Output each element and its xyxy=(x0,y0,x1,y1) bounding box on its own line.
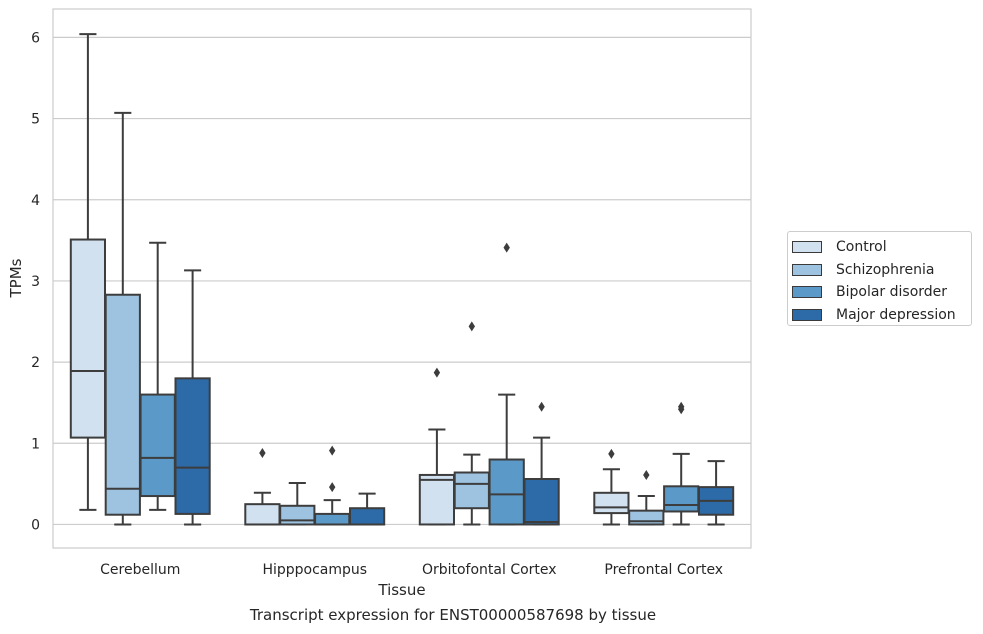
y-tick-label: 6 xyxy=(31,30,40,46)
box-group xyxy=(279,482,316,526)
box xyxy=(139,393,176,498)
x-tick-labels: Cerebellum Hipppocampus Orbitofontal Corte… xyxy=(100,562,723,578)
plot-frame xyxy=(52,8,752,549)
box xyxy=(69,238,107,439)
legend-label: Schizophrenia xyxy=(836,261,935,278)
box xyxy=(314,512,351,526)
box-group xyxy=(174,269,211,526)
box xyxy=(104,293,141,516)
legend-label: Bipolar disorder xyxy=(836,284,948,301)
box-group xyxy=(593,448,630,526)
y-tick-label: 2 xyxy=(31,355,40,371)
box xyxy=(453,471,490,510)
y-tick-label: 0 xyxy=(31,517,40,533)
legend-item: Major depression xyxy=(792,304,971,327)
box-group xyxy=(69,33,107,511)
box-series-layer xyxy=(69,33,735,526)
legend-swatch xyxy=(792,308,822,321)
box-group xyxy=(697,460,735,526)
legend-item: Control xyxy=(792,236,971,259)
box xyxy=(348,507,386,526)
box-group xyxy=(453,321,490,526)
box xyxy=(628,509,665,526)
y-tick-label: 4 xyxy=(31,193,40,209)
box-group xyxy=(488,242,525,526)
legend-swatch xyxy=(792,241,822,254)
y-tick-label: 5 xyxy=(31,112,40,128)
outlier-point xyxy=(503,242,510,253)
x-tick-label: Orbitofontal Cortex xyxy=(422,562,557,578)
legend-label: Major depression xyxy=(836,306,956,323)
legend-swatch xyxy=(792,263,822,276)
box xyxy=(663,485,700,513)
outlier-point xyxy=(608,448,615,459)
y-tick-label: 3 xyxy=(31,274,40,290)
outlier-point xyxy=(329,482,336,493)
legend-item: Bipolar disorder xyxy=(792,281,971,304)
box-group xyxy=(523,401,560,526)
box xyxy=(418,473,456,526)
x-tick-label: Hipppocampus xyxy=(262,562,367,578)
legend-item: Schizophrenia xyxy=(792,259,971,282)
outlier-point xyxy=(259,448,266,459)
legend-label: Control xyxy=(836,239,887,256)
y-axis-title: TPMs xyxy=(7,258,25,298)
x-axis-title: Tissue xyxy=(377,581,425,599)
outlier-point xyxy=(433,367,441,378)
x-tick-label: Cerebellum xyxy=(100,562,180,578)
outlier-point xyxy=(538,401,545,412)
box-group xyxy=(348,492,386,526)
box xyxy=(593,491,630,515)
legend-swatch xyxy=(792,286,822,299)
outlier-point xyxy=(678,401,685,412)
chart-caption: Transcript expression for ENST0000058769… xyxy=(249,606,657,624)
box-group xyxy=(314,445,351,526)
y-tick-labels: 0 1 2 3 4 5 6 xyxy=(31,30,40,533)
box-group xyxy=(104,111,141,526)
box xyxy=(488,458,525,526)
box-group xyxy=(663,401,700,526)
box xyxy=(244,503,281,526)
box xyxy=(523,478,560,526)
box-group xyxy=(418,367,456,526)
y-tick-label: 1 xyxy=(31,436,40,452)
box xyxy=(174,377,211,515)
outlier-point xyxy=(468,321,475,332)
box xyxy=(279,504,316,526)
box-group xyxy=(628,469,665,526)
outlier-point xyxy=(329,445,336,456)
box-group xyxy=(139,241,176,511)
box-group xyxy=(244,448,281,526)
outlier-point xyxy=(643,469,650,480)
legend: Control Schizophrenia Bipolar disorder Majo… xyxy=(787,231,972,326)
x-tick-label: Prefrontal Cortex xyxy=(604,562,723,578)
